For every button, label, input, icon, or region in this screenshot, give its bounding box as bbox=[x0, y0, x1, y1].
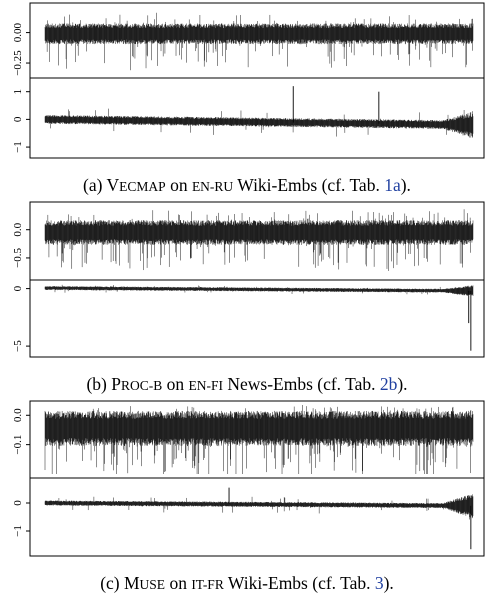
y-tick-label: 0.0 bbox=[12, 408, 24, 422]
y-tick-label: −1 bbox=[12, 525, 24, 537]
figure-b: 0.0 −0.5 0 −5 (b) PROC-B on EN-FI News-Embs … bbox=[12, 201, 485, 394]
y-tick-label: 0 bbox=[12, 285, 24, 291]
figure-caption: (c) MUSE on IT-FR Wiki-Embs (cf. Tab. 3)… bbox=[100, 573, 394, 593]
figure-c: 0.0 −0.1 0 −1 (c) MUSE on IT-FR Wiki-Embs (c… bbox=[12, 400, 485, 593]
y-tick-label: 1 bbox=[12, 89, 24, 95]
series-line bbox=[44, 12, 474, 71]
series-line bbox=[44, 284, 474, 296]
plot-frame bbox=[29, 2, 485, 159]
y-tick-label: −0.5 bbox=[12, 247, 24, 267]
top-panel: 0.0 −0.1 bbox=[12, 405, 474, 474]
y-tick-label: 0 bbox=[12, 500, 24, 506]
y-tick-label: 0.0 bbox=[12, 222, 24, 236]
y-tick-label: −5 bbox=[12, 340, 24, 352]
figure-a: 0.00 −0.25 1 0 −1 (a) VECMAP on EN-RU Wiki-Em… bbox=[12, 2, 485, 195]
top-panel: 0.0 −0.5 bbox=[12, 209, 474, 271]
bottom-panel: 1 0 −1 bbox=[12, 86, 474, 153]
series-line bbox=[44, 405, 474, 474]
bottom-panel: 0 −1 bbox=[12, 487, 474, 550]
y-tick-label: 0.00 bbox=[12, 22, 24, 42]
series-line bbox=[44, 108, 474, 138]
y-tick-label: −0.25 bbox=[12, 50, 24, 76]
y-tick-label: 0 bbox=[12, 116, 24, 122]
top-panel: 0.00 −0.25 bbox=[12, 12, 474, 76]
y-tick-label: −0.1 bbox=[12, 435, 24, 455]
figure-caption: (a) VECMAP on EN-RU Wiki-Embs (cf. Tab. … bbox=[83, 175, 411, 195]
series-line bbox=[44, 209, 474, 271]
y-tick-label: −1 bbox=[12, 141, 24, 153]
bottom-panel: 0 −5 bbox=[12, 284, 474, 352]
figure-caption: (b) PROC-B on EN-FI News-Embs (cf. Tab. … bbox=[86, 374, 407, 394]
series-line bbox=[44, 494, 474, 520]
